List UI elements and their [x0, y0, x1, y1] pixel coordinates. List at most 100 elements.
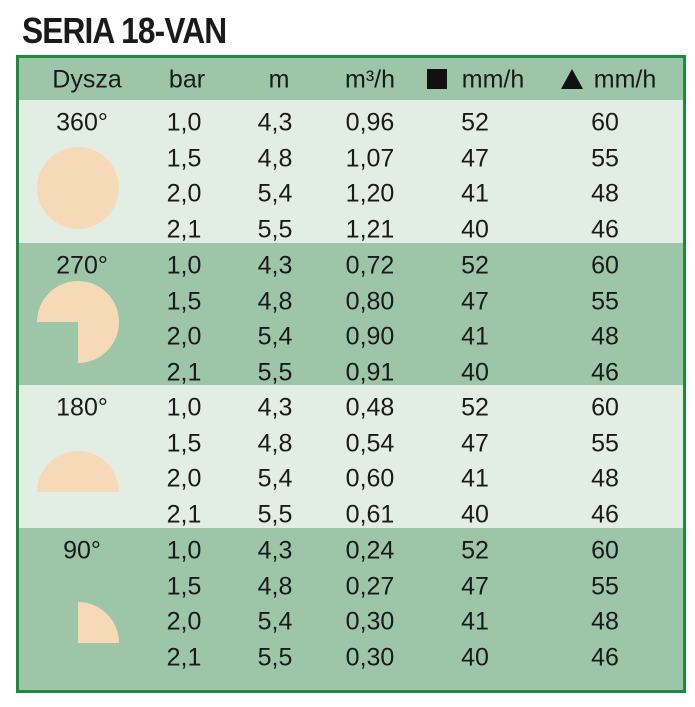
- nozzle-360: [37, 147, 119, 229]
- cell: 52: [461, 536, 489, 565]
- cell: 48: [591, 464, 619, 493]
- table: [16, 55, 686, 693]
- square-icon: [427, 69, 447, 89]
- cell: 0,96: [345, 108, 395, 137]
- cell: 2,1: [166, 215, 202, 244]
- cell: 55: [591, 572, 619, 601]
- cell: 5,5: [257, 215, 293, 244]
- cell: 5,4: [257, 322, 293, 351]
- cell: 0,48: [345, 393, 395, 422]
- cell: 0,90: [345, 322, 395, 351]
- cell: 1,21: [345, 215, 395, 244]
- nozzle-label: 90°: [63, 536, 101, 565]
- nozzle-90: [78, 602, 119, 643]
- cell: 5,4: [257, 179, 293, 208]
- cell: 40: [461, 215, 489, 244]
- group-band: [19, 385, 683, 528]
- cell: 1,0: [166, 393, 202, 422]
- column-header: bar: [168, 65, 206, 94]
- cell: 52: [461, 251, 489, 280]
- cell: 4,3: [257, 251, 293, 280]
- cell: 1,5: [166, 287, 202, 316]
- cell: 5,4: [257, 464, 293, 493]
- cell: 40: [461, 358, 489, 387]
- cell: 4,8: [257, 429, 293, 458]
- cell: 2,1: [166, 500, 202, 529]
- cell: 48: [591, 179, 619, 208]
- group-band: [19, 528, 683, 690]
- cell: 1,07: [345, 144, 395, 173]
- cell: 47: [461, 287, 489, 316]
- cell: 60: [591, 536, 619, 565]
- column-header: m: [268, 65, 290, 94]
- cell: 1,5: [166, 144, 202, 173]
- cell: 1,0: [166, 108, 202, 137]
- cell: 48: [591, 607, 619, 636]
- cell: 46: [591, 500, 619, 529]
- cell: 0,72: [345, 251, 395, 280]
- cell: 40: [461, 643, 489, 672]
- nozzle-270: [37, 281, 119, 363]
- cell: 5,5: [257, 643, 293, 672]
- title: SERIA 18-VAN: [22, 10, 227, 51]
- column-header: mm/h: [461, 65, 525, 94]
- cell: 0,91: [345, 358, 395, 387]
- cell: 4,3: [257, 536, 293, 565]
- cell: 47: [461, 429, 489, 458]
- cell: 0,24: [345, 536, 395, 565]
- cell: 41: [461, 179, 489, 208]
- cell: 5,4: [257, 607, 293, 636]
- cell: 46: [591, 215, 619, 244]
- group-band: [19, 243, 683, 385]
- nozzle-label: 360°: [56, 108, 108, 137]
- cell: 41: [461, 322, 489, 351]
- triangle-icon: [561, 69, 583, 89]
- cell: 55: [591, 144, 619, 173]
- cell: 2,0: [166, 322, 202, 351]
- column-header: mm/h: [593, 65, 657, 94]
- cell: 47: [461, 144, 489, 173]
- cell: 2,0: [166, 179, 202, 208]
- cell: 4,8: [257, 144, 293, 173]
- cell: 2,0: [166, 464, 202, 493]
- nozzle-label: 270°: [56, 251, 108, 280]
- cell: 5,5: [257, 500, 293, 529]
- cell: 55: [591, 429, 619, 458]
- cell: 5,5: [257, 358, 293, 387]
- cell: 47: [461, 572, 489, 601]
- cell: 2,1: [166, 643, 202, 672]
- cell: 1,0: [166, 536, 202, 565]
- cell: 4,3: [257, 108, 293, 137]
- cell: 1,0: [166, 251, 202, 280]
- cell: 40: [461, 500, 489, 529]
- cell: 0,27: [345, 572, 395, 601]
- cell: 41: [461, 607, 489, 636]
- cell: 0,61: [345, 500, 395, 529]
- cell: 1,20: [345, 179, 395, 208]
- cell: 2,0: [166, 607, 202, 636]
- cell: 41: [461, 464, 489, 493]
- cell: 1,5: [166, 572, 202, 601]
- cell: 0,30: [345, 607, 395, 636]
- cell: 60: [591, 108, 619, 137]
- cell: 46: [591, 643, 619, 672]
- cell: 0,54: [345, 429, 395, 458]
- cell: 0,30: [345, 643, 395, 672]
- cell: 60: [591, 251, 619, 280]
- group-band: [19, 100, 683, 243]
- cell: 2,1: [166, 358, 202, 387]
- cell: 48: [591, 322, 619, 351]
- cell: 55: [591, 287, 619, 316]
- cell: 4,8: [257, 572, 293, 601]
- cell: 46: [591, 358, 619, 387]
- cell: 4,8: [257, 287, 293, 316]
- cell: 52: [461, 108, 489, 137]
- cell: 52: [461, 393, 489, 422]
- column-header: m³/h: [345, 65, 395, 94]
- nozzle-label: 180°: [56, 393, 108, 422]
- cell: 1,5: [166, 429, 202, 458]
- cell: 0,80: [345, 287, 395, 316]
- nozzle-180: [37, 451, 119, 492]
